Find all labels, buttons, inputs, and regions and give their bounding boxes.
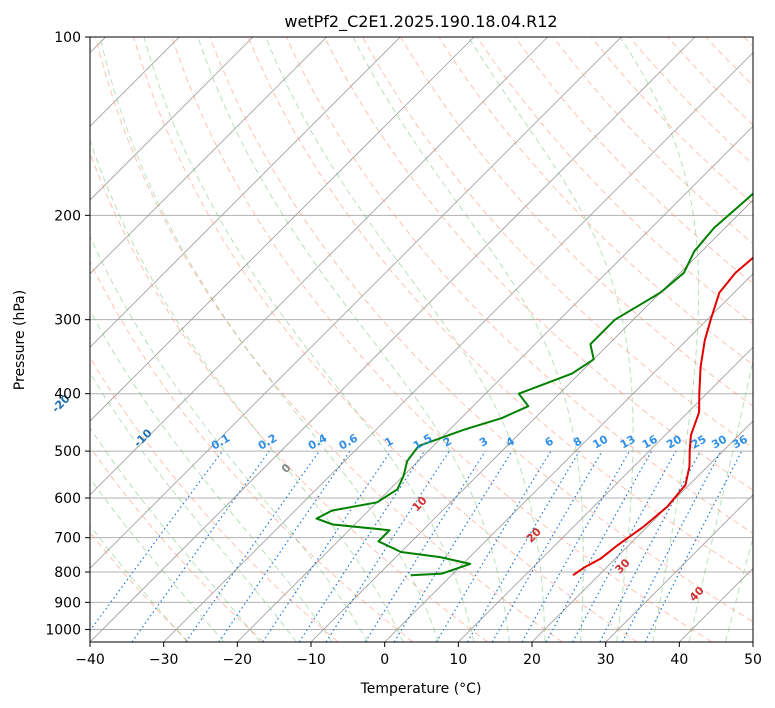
dry-adiabat: [323, 37, 753, 491]
x-tick-label: 50: [744, 652, 762, 668]
moist-adiabat: [265, 37, 546, 642]
isotherm: [90, 37, 696, 642]
moist-adiabat: [352, 37, 584, 642]
background-lines: [90, 37, 753, 642]
dry-adiabat: [514, 37, 753, 285]
y-axis-label: Pressure (hPa): [12, 290, 28, 390]
chart-title: wetPf2_C2E1.2025.190.18.04.R12: [284, 12, 557, 32]
moist-adiabat: [688, 358, 753, 642]
moist-adiabat: [90, 477, 225, 642]
moist-adiabat: [90, 371, 297, 642]
x-tick-label: 30: [597, 652, 615, 668]
isotherm: [90, 37, 548, 496]
moist-adiabat: [90, 427, 261, 642]
y-axis: 100 200 300 400 500 600 700 800 900 1000: [45, 30, 90, 638]
x-tick-label: 20: [523, 652, 541, 668]
x-axis-label: Temperature (°C): [360, 681, 482, 697]
dry-adiabat: [247, 37, 753, 578]
y-tick-label: 900: [54, 595, 81, 611]
dry-adiabat: [90, 445, 264, 642]
y-tick-label: 300: [54, 313, 81, 329]
isotherm: [90, 37, 401, 348]
isotherm: [605, 494, 753, 642]
mixing-ratio-line: [435, 450, 552, 642]
isotherm: [90, 37, 254, 201]
x-axis: −40 −30 −20 −10 0 10 20 30 40 50: [75, 642, 762, 668]
mixing-ratio-line: [185, 450, 320, 642]
mixing-ratio-line: [572, 450, 677, 642]
x-tick-label: −10: [296, 652, 326, 668]
grid-lines: [90, 37, 753, 642]
isotherm: [384, 273, 753, 642]
dry-adiabat: [90, 260, 414, 642]
profile-lines: [315, 192, 753, 577]
dry-adiabat: [171, 37, 712, 642]
dry-adiabat: [209, 37, 753, 623]
y-tick-label: 800: [54, 565, 81, 581]
dewpoint-profile: [315, 192, 753, 577]
isotherm: [237, 125, 753, 642]
isotherm: [531, 420, 753, 642]
y-tick-label: 1000: [45, 622, 81, 638]
isotherm: [90, 37, 622, 569]
plot-frame: [89, 36, 754, 643]
y-tick-label: 700: [54, 531, 81, 547]
moist-adiabat: [90, 138, 404, 642]
mixing-ratio-line: [393, 450, 513, 642]
dry-adiabat: [285, 37, 753, 535]
moist-adiabat: [90, 309, 333, 642]
mixing-ratio-line: [466, 450, 580, 642]
dry-adiabat: [133, 37, 638, 642]
isotherm: [90, 37, 327, 275]
isotherm: [90, 37, 475, 422]
moist-adiabat: [197, 37, 510, 642]
mixing-ratio-line: [364, 450, 486, 642]
isotherm: [458, 346, 753, 642]
y-tick-label: 500: [54, 444, 81, 460]
dry-adiabat: [476, 37, 753, 325]
mixing-ratio-line: [298, 450, 425, 642]
x-tick-label: −40: [75, 652, 105, 668]
mixing-ratio-line: [262, 450, 392, 642]
x-tick-label: 10: [449, 652, 467, 668]
x-tick-label: 40: [670, 652, 688, 668]
y-tick-label: 600: [54, 491, 81, 507]
isotherm: [163, 52, 753, 642]
moist-adiabat: [725, 536, 753, 642]
y-tick-label: 200: [54, 208, 81, 224]
temperature-profile: [572, 256, 753, 577]
moist-adiabat: [143, 37, 475, 642]
mixing-ratio-line: [218, 450, 351, 642]
x-tick-label: −30: [149, 652, 179, 668]
x-tick-label: 0: [380, 652, 389, 668]
mixing-ratio-line: [325, 450, 450, 642]
x-tick-label: −20: [223, 652, 253, 668]
y-tick-label: 400: [54, 387, 81, 403]
moist-adiabat: [90, 235, 369, 642]
moist-adiabat: [619, 37, 700, 642]
moist-adiabat: [99, 37, 439, 642]
dry-adiabat: [95, 37, 563, 642]
moist-adiabat: [90, 524, 188, 642]
y-tick-label: 100: [54, 30, 81, 46]
